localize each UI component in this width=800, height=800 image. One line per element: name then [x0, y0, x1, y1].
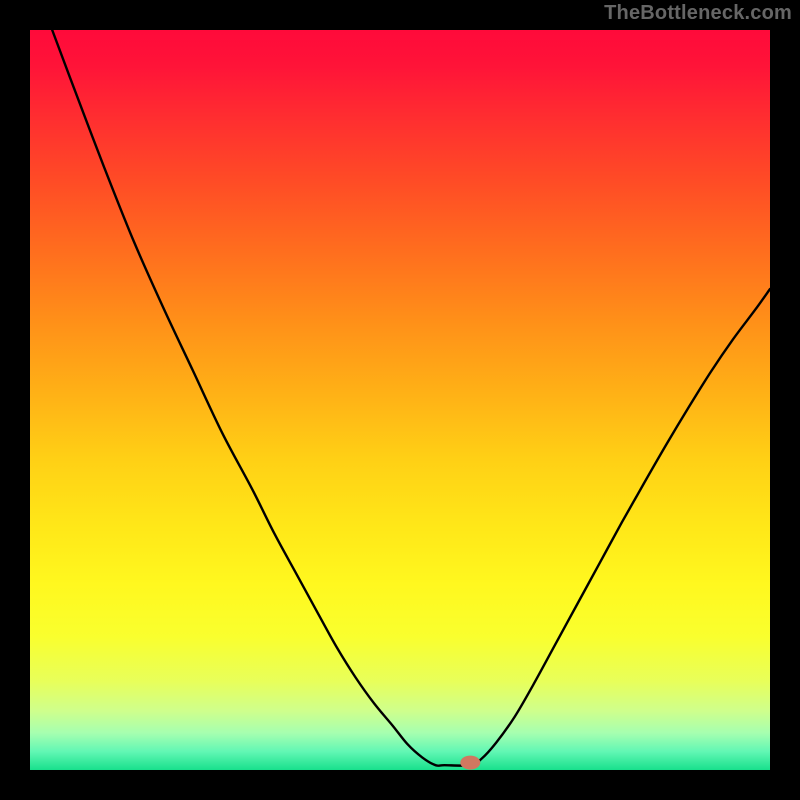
bottleneck-curve-chart [0, 0, 800, 800]
chart-container: TheBottleneck.com [0, 0, 800, 800]
plot-background [30, 30, 770, 770]
optimal-point-marker [460, 756, 480, 770]
watermark-text: TheBottleneck.com [604, 2, 792, 25]
